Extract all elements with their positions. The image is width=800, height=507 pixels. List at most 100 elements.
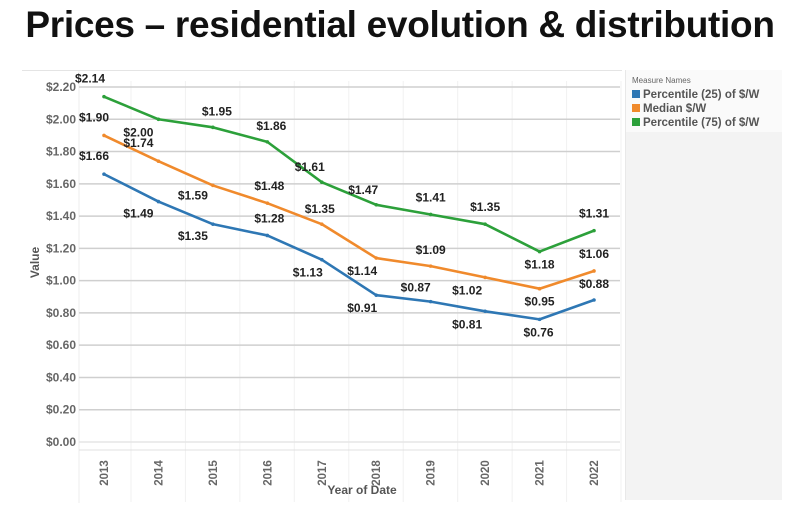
data-label: $0.88: [579, 277, 609, 291]
data-point: [102, 172, 106, 176]
y-tick-label: $2.20: [46, 80, 76, 94]
legend-swatch-p25: [632, 90, 640, 98]
data-point: [102, 133, 106, 138]
data-label: $1.06: [579, 247, 609, 261]
legend-title: Measure Names: [632, 76, 691, 85]
data-label: $1.95: [202, 104, 232, 118]
x-tick-label: 2015: [208, 460, 220, 486]
data-label: $1.09: [416, 243, 446, 257]
page-title: Prices – residential evolution & distrib…: [25, 4, 775, 45]
data-label: $1.02: [452, 283, 482, 297]
legend-label: Median $/W: [643, 103, 707, 115]
data-point: [537, 317, 542, 322]
data-point: [319, 257, 324, 262]
data-point: [537, 286, 542, 291]
chart-area: $0.00 $0.20 $0.40 $0.60 $0.80 $1.00 $1.20 $1.40…: [22, 70, 622, 503]
y-tick-label: $0.00: [46, 435, 76, 449]
x-tick-label: 2018: [371, 460, 383, 486]
x-tick-label: 2021: [535, 460, 547, 486]
data-label: $1.59: [178, 188, 208, 202]
y-tick-label: $1.40: [46, 209, 76, 223]
data-label: $1.66: [79, 149, 109, 163]
data-point: [265, 140, 270, 144]
line-chart: $0.00 $0.20 $0.40 $0.60 $0.80 $1.00 $1.20 $1.40…: [28, 71, 622, 503]
y-axis-title: Value: [28, 247, 42, 279]
y-tick-label: $1.00: [46, 274, 76, 288]
y-tick-label: $0.20: [46, 403, 76, 417]
data-label: $2.00: [123, 125, 153, 139]
data-label: $1.49: [123, 207, 153, 221]
y-tick-label: $0.40: [46, 370, 76, 384]
series-line: [103, 95, 595, 253]
legend: Measure Names Percentile (25) of $/W Med…: [626, 70, 782, 132]
data-label: $0.95: [525, 295, 555, 309]
data-label: $1.13: [293, 266, 323, 280]
series-line: [103, 172, 595, 321]
data-label: $0.91: [347, 301, 377, 315]
series-line: [103, 134, 595, 291]
data-point: [156, 159, 161, 164]
data-point: [483, 309, 487, 314]
data-point: [592, 228, 596, 233]
data-point: [265, 201, 270, 205]
x-axis-title: Year of Date: [327, 483, 397, 497]
y-tick-label: $1.80: [46, 145, 76, 159]
data-point: [156, 117, 161, 122]
data-label: $1.41: [416, 190, 446, 204]
data-label: $0.76: [524, 325, 554, 339]
data-label: $2.14: [75, 72, 105, 86]
legend-label: Percentile (75) of $/W: [643, 117, 760, 129]
data-point: [428, 264, 433, 268]
data-point: [374, 202, 379, 207]
x-tick-label: 2017: [317, 460, 329, 486]
y-tick-label: $1.20: [46, 241, 76, 255]
data-point: [428, 212, 433, 217]
legend-swatch-p75: [632, 118, 640, 126]
data-point: [102, 94, 106, 99]
data-label: $1.28: [254, 211, 284, 225]
x-tick-label: 2020: [480, 460, 492, 486]
data-point: [156, 199, 161, 204]
data-label: $1.14: [347, 264, 377, 278]
data-point: [211, 222, 215, 226]
legend-item-median[interactable]: Median $/W: [632, 103, 706, 115]
data-point: [592, 269, 596, 273]
data-point: [265, 233, 270, 238]
y-tick-label: $0.60: [46, 338, 76, 352]
data-point: [319, 180, 324, 185]
data-point: [211, 125, 215, 130]
y-tick-label: $1.60: [46, 177, 76, 191]
data-point: [537, 249, 542, 254]
x-tick-label: 2016: [262, 460, 274, 486]
data-point: [483, 275, 487, 280]
legend-label: Percentile (25) of $/W: [643, 89, 760, 101]
data-label: $1.35: [470, 200, 500, 214]
x-tick-label: 2014: [153, 460, 165, 486]
data-label: $1.31: [579, 207, 609, 221]
data-point: [374, 256, 379, 260]
data-label: $0.87: [401, 281, 431, 295]
data-label: $1.48: [254, 179, 284, 193]
legend-item-p25[interactable]: Percentile (25) of $/W: [632, 89, 759, 101]
legend-item-p75[interactable]: Percentile (75) of $/W: [632, 117, 759, 129]
data-point: [483, 222, 487, 226]
data-label: $1.47: [348, 183, 378, 197]
data-label: $1.86: [256, 119, 286, 133]
data-label: $0.81: [452, 317, 482, 331]
data-label: $1.35: [305, 202, 335, 216]
data-label: $1.18: [525, 258, 555, 272]
x-tick-label: 2022: [589, 460, 601, 486]
data-label: $1.74: [123, 136, 153, 150]
y-tick-label: $2.00: [46, 112, 76, 126]
data-point: [428, 299, 433, 304]
data-label: $1.35: [178, 229, 208, 243]
legend-panel: Measure Names Percentile (25) of $/W Med…: [625, 70, 782, 500]
data-point: [319, 222, 324, 226]
data-point: [374, 293, 379, 297]
y-tick-label: $0.80: [46, 306, 76, 320]
data-label: $1.61: [295, 160, 325, 174]
data-label: $1.90: [79, 110, 109, 124]
data-point: [211, 183, 215, 188]
data-point: [592, 298, 596, 302]
x-tick-label: 2013: [99, 460, 111, 486]
